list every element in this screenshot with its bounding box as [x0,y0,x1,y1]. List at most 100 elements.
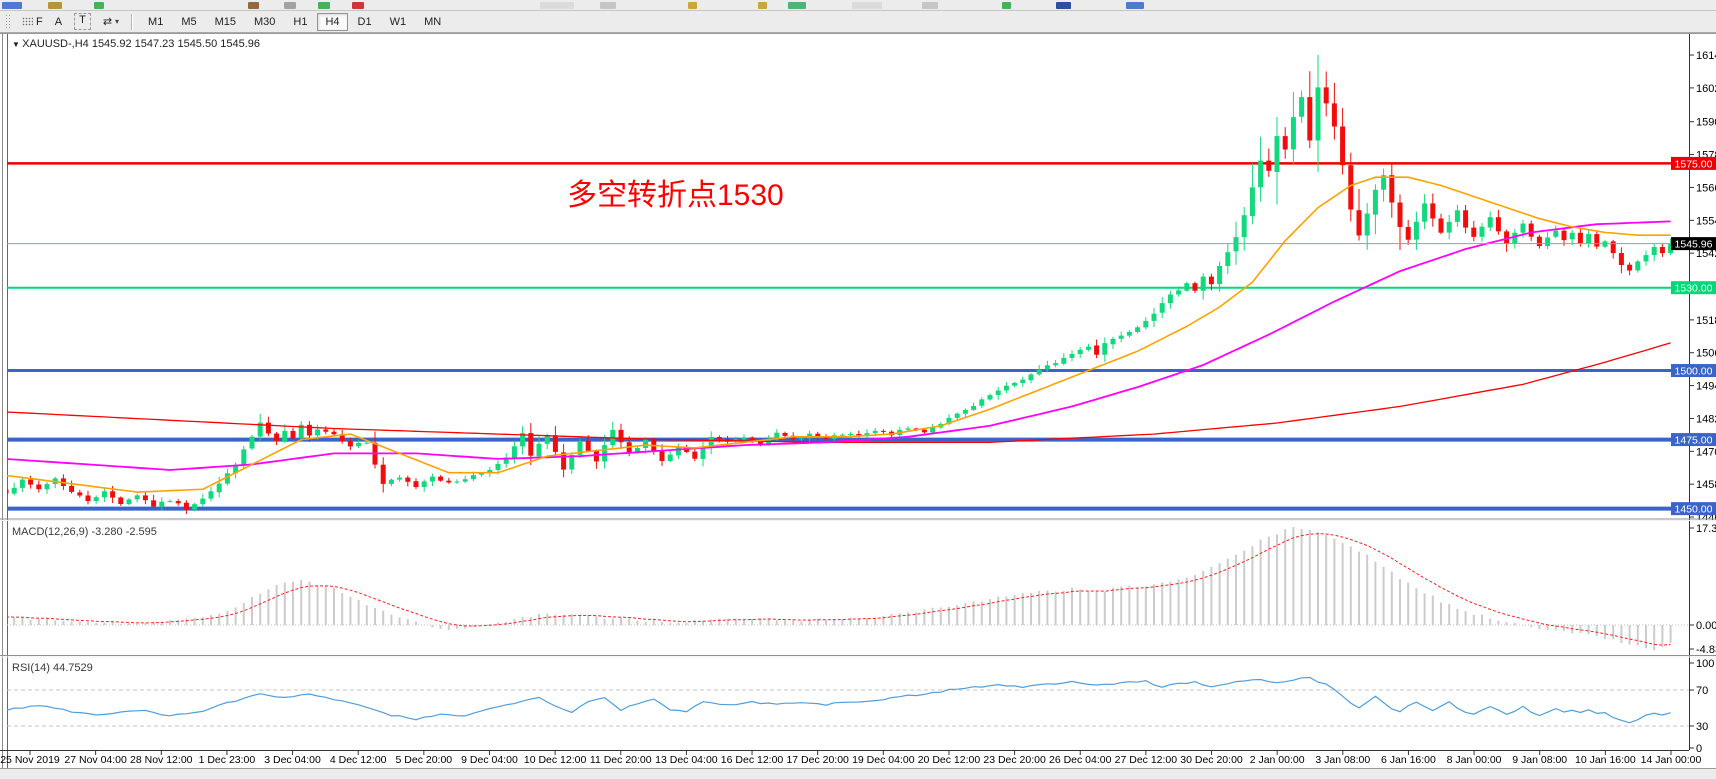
candle-body [1118,335,1124,339]
time-label: 14 Jan 00:00 [1641,754,1702,766]
candle-body [1233,237,1239,252]
candle-body [905,428,911,430]
candle-body [1577,232,1583,244]
candle-body [1422,203,1428,222]
macd-tick-label: 0.00 [1696,620,1716,632]
time-label: 17 Dec 20:00 [786,754,849,766]
price-tick-label: 1602.35 [1696,83,1716,95]
time-label: 4 Dec 12:00 [330,754,387,766]
time-label: 2 Jan 00:00 [1250,754,1305,766]
candle-body [1053,363,1059,366]
cropped-toolbar-icon [1126,2,1144,9]
candle-body [979,399,985,406]
candle-body [159,501,165,507]
candle-body [1389,175,1395,203]
time-label: 26 Dec 04:00 [1049,754,1112,766]
candle-body [823,436,829,439]
candle-body [946,417,952,424]
candle-body [413,481,419,488]
candle-body [265,422,271,434]
candle-body [930,427,936,433]
candle-body [462,479,468,482]
ma-mid-line [7,220,1671,471]
time-label: 20 Dec 12:00 [918,754,981,766]
chart-title[interactable]: ▼ XAUUSD-,H4 1545.92 1547.23 1545.50 154… [12,38,260,50]
candle-body [798,438,804,440]
candle-body [659,451,665,461]
time-label: 10 Jan 16:00 [1575,754,1636,766]
cropped-toolbar-icon [318,2,330,9]
dropdown-caret-icon: ▾ [115,17,120,26]
rsi-pane[interactable] [6,676,1689,727]
candle-body [224,473,230,484]
candle-body [110,491,116,498]
macd-pane[interactable] [6,527,1689,651]
cropped-toolbar-icon [758,2,767,9]
price-chart-window[interactable]: 多空转折点1530 ▼ XAUUSD-,H4 1545.92 1547.23 15… [0,33,1716,779]
candle-body [77,492,83,496]
candle-body [741,437,747,440]
rsi-tick-label: 70 [1696,685,1708,697]
tf-d1-button[interactable]: D1 [350,13,380,31]
candle-body [1077,349,1083,355]
time-label: 10 Dec 12:00 [524,754,587,766]
level-label-1475.00: 1475.00 [1675,435,1713,447]
cropped-toolbar-icon [352,2,364,9]
candle-body [1594,234,1600,247]
candle-body [1487,217,1493,228]
candle-body [126,499,132,505]
cropped-toolbar-icon [1002,2,1011,9]
candle-body [298,424,304,439]
candle-body [1110,338,1116,345]
tf-h1-button[interactable]: H1 [285,13,315,31]
candle-body [1225,252,1231,266]
candle-body [1504,231,1510,244]
tf-m15-button[interactable]: M15 [207,13,244,31]
cursor-a-tool[interactable]: A [49,13,68,31]
price-tick-label: 1566.30 [1696,182,1716,194]
candle-body [1061,357,1067,364]
candle-body [364,442,370,444]
candle-body [561,452,567,470]
text-tool-label: T [74,13,91,30]
candle-body [552,435,558,452]
level-label-1530.00-box [1671,281,1716,295]
candle-body [1512,232,1518,244]
candle-body [1643,255,1649,262]
candle-body [167,501,173,503]
candle-body [241,449,247,466]
candle-body [643,439,649,448]
cropped-toolbar-icon [284,2,296,9]
time-label: 25 Nov 2019 [0,754,60,766]
tf-h4-button[interactable]: H4 [317,12,348,31]
cropped-toolbar-icon [94,2,104,9]
level-label-1450.00-box [1671,502,1716,516]
candlestick-series [7,55,1674,514]
candle-body [1471,227,1477,237]
tf-m5-button[interactable]: M5 [173,13,204,31]
toolbar-grip[interactable] [5,14,11,29]
candle-body [667,454,673,461]
candle-body [1659,247,1665,254]
macd-pane-label: MACD(12,26,9) -3.280 -2.595 [12,526,157,538]
candle-body [93,497,99,501]
grid-f-tool[interactable]: F [16,13,49,31]
macd-tick-label: -4.837 [1696,644,1716,656]
tf-w1-button[interactable]: W1 [382,13,415,31]
candle-body [1290,117,1296,150]
shift-arrows-tool[interactable]: ⇄ ▾ [97,13,125,31]
time-label: 1 Dec 23:00 [199,754,256,766]
candle-body [1348,165,1354,210]
tf-mn-button[interactable]: MN [416,13,449,31]
candle-body [1159,303,1165,313]
tf-m30-button[interactable]: M30 [246,13,283,31]
candle-body [1405,227,1411,240]
tf-m1-button[interactable]: M1 [140,13,171,31]
main-pane[interactable] [4,55,1690,514]
candle-body [1184,283,1190,291]
time-label: 9 Jan 08:00 [1512,754,1567,766]
price-tick-label: 1554.40 [1696,215,1716,227]
candle-body [1479,226,1485,237]
text-tool[interactable]: T [68,13,97,31]
candle-body [380,464,386,484]
